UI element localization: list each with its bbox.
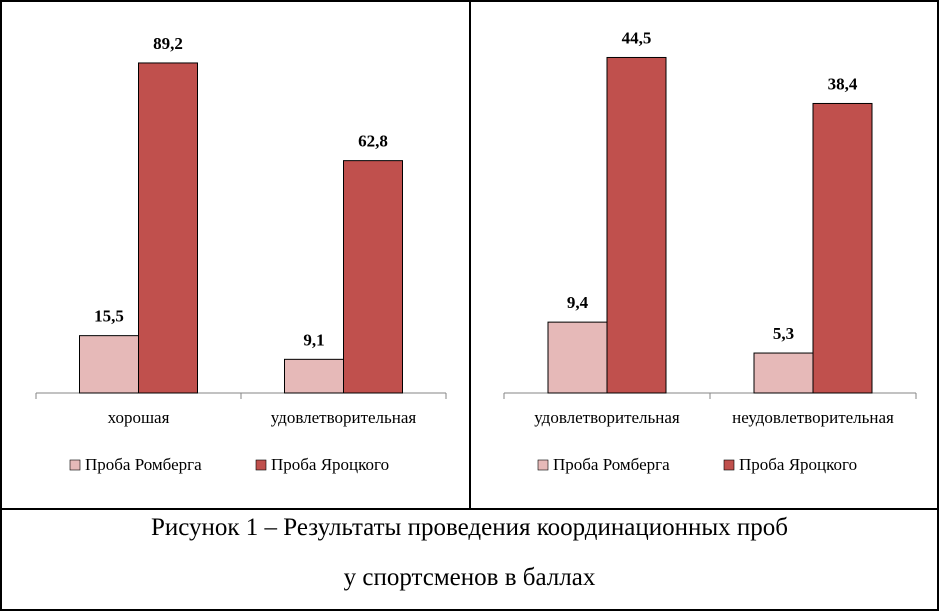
legend-label: Проба Ромберга	[85, 455, 202, 474]
legend-label: Проба Яроцкого	[271, 455, 389, 474]
chart-right: 9,4 44,5 удовлетворительная 5,3 38,4 неудовле…	[503, 28, 917, 474]
x-tick-label: неудовлетворительная	[732, 408, 894, 427]
legend-swatch	[255, 459, 267, 471]
bar	[138, 62, 198, 394]
data-label: 44,5	[622, 28, 652, 47]
figure-caption: Рисунок 1 – Результаты проведения коорди…	[0, 510, 939, 610]
frame-border-bottom	[0, 609, 939, 611]
x-tick-label: хорошая	[108, 408, 170, 427]
bar	[343, 160, 403, 394]
x-tick-label: удовлетворительная	[271, 408, 417, 427]
bar	[606, 56, 667, 394]
x-tick-label: удовлетворительная	[534, 408, 680, 427]
data-label: 5,3	[773, 324, 794, 343]
panel-divider	[469, 0, 471, 510]
legend-swatch	[723, 459, 735, 471]
frame-border-left	[0, 0, 2, 611]
frame-border-right	[937, 0, 939, 611]
bar	[812, 102, 873, 394]
bar	[284, 358, 344, 394]
data-label: 9,4	[567, 293, 589, 312]
legend-label: Проба Ромберга	[553, 455, 670, 474]
data-label: 38,4	[828, 74, 858, 93]
caption-line-1: Рисунок 1 – Результаты проведения коорди…	[150, 514, 789, 541]
caption-line-2: у спортсменов в баллах	[343, 564, 596, 591]
data-label: 89,2	[153, 34, 183, 53]
data-label: 62,8	[358, 132, 388, 151]
bar	[79, 335, 139, 394]
chart-left: 15,5 89,2 хорошая 9,1 62,8 удовлетворительная…	[35, 34, 447, 474]
legend-label: Проба Яроцкого	[739, 455, 857, 474]
legend-swatch	[69, 459, 81, 471]
data-label: 15,5	[94, 307, 124, 326]
bar	[753, 352, 814, 394]
bar	[547, 321, 608, 394]
caption-divider	[0, 508, 939, 510]
data-label: 9,1	[303, 330, 324, 349]
legend-swatch	[537, 459, 549, 471]
